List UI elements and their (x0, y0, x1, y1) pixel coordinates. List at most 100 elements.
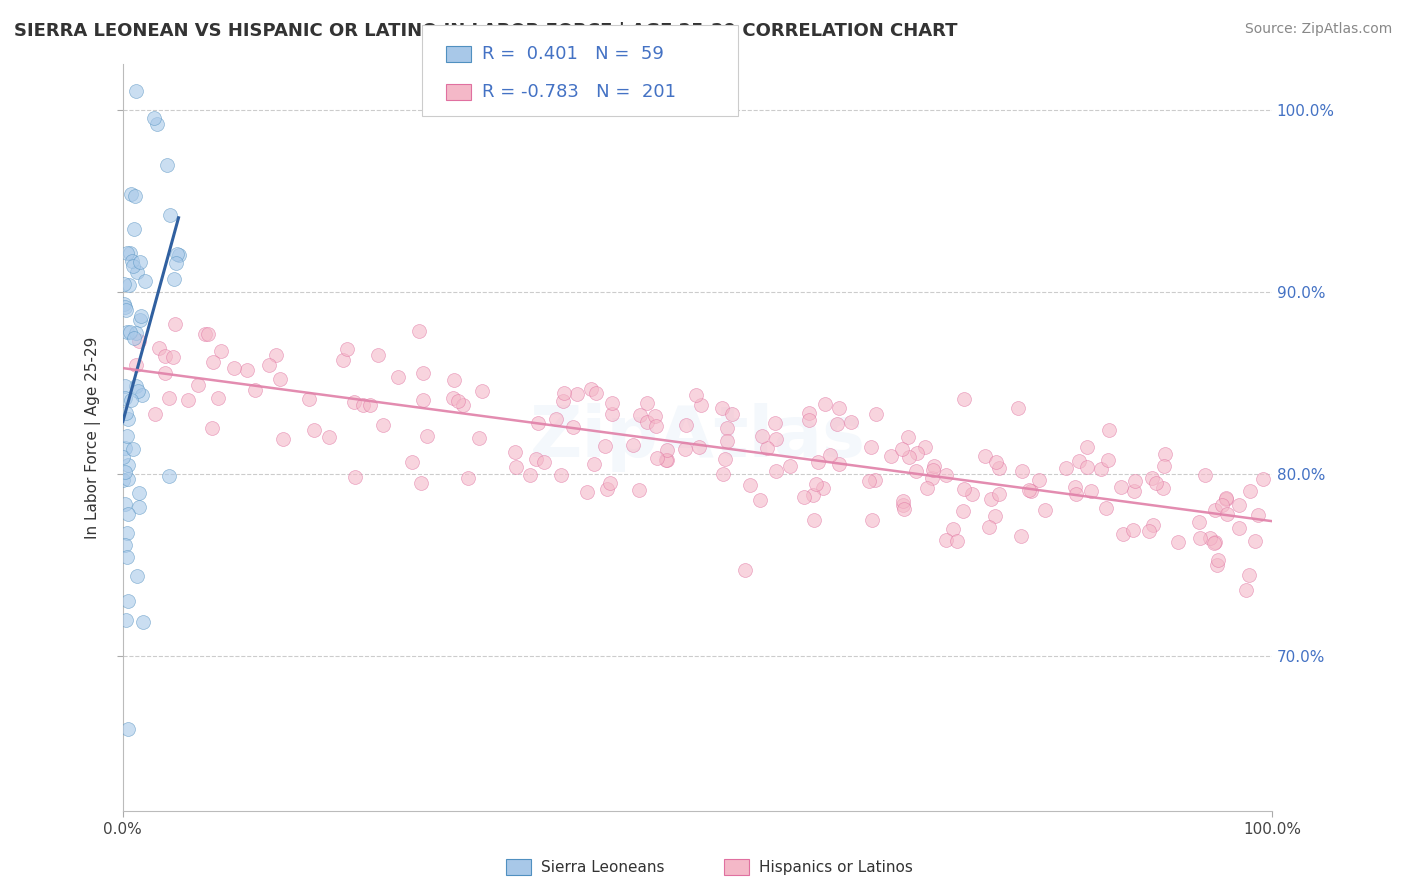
Point (207, 391, 229, 405)
Point (114, 391, 136, 405)
Point (153, 349, 176, 363)
Point (897, 430, 920, 444)
Point (1019, 484, 1042, 499)
Point (343, 470, 366, 484)
Point (905, 446, 928, 460)
Point (177, 393, 200, 408)
Point (352, 398, 374, 412)
Point (163, 272, 186, 286)
Point (162, 350, 184, 364)
Point (749, 492, 772, 507)
Point (122, 331, 145, 345)
Point (827, 417, 849, 432)
Point (801, 488, 824, 502)
Point (734, 563, 756, 577)
Point (922, 463, 945, 477)
Point (117, 723, 139, 737)
Point (526, 452, 548, 467)
Point (1122, 483, 1144, 498)
Point (550, 468, 572, 483)
Point (128, 334, 150, 348)
Point (621, 438, 644, 452)
Point (1098, 423, 1121, 437)
Point (115, 406, 138, 420)
Point (117, 411, 139, 425)
Point (1033, 503, 1056, 517)
Point (416, 429, 439, 443)
Point (797, 413, 820, 427)
Point (977, 520, 1000, 534)
Point (118, 277, 141, 292)
Point (526, 417, 548, 431)
Point (1205, 558, 1227, 573)
Point (891, 498, 914, 512)
Point (120, 325, 142, 339)
Point (897, 450, 920, 464)
Point (114, 302, 136, 317)
Point (128, 500, 150, 515)
Point (779, 458, 801, 473)
Point (980, 491, 1002, 506)
Point (114, 613, 136, 627)
Point (599, 475, 621, 490)
Point (115, 549, 138, 564)
Point (839, 415, 862, 429)
Point (984, 508, 1007, 523)
Point (187, 378, 209, 392)
Point (1054, 461, 1077, 475)
Point (645, 450, 668, 465)
Point (197, 327, 219, 342)
Point (806, 476, 828, 491)
Point (533, 455, 555, 469)
Point (125, 265, 148, 279)
Point (125, 359, 148, 373)
Point (1112, 526, 1135, 541)
Point (953, 392, 976, 406)
Point (575, 485, 598, 500)
Point (146, 117, 169, 131)
Point (1189, 531, 1212, 545)
Point (765, 464, 787, 478)
Point (1194, 467, 1216, 482)
Point (716, 434, 738, 448)
Point (644, 409, 666, 423)
Point (259, 358, 281, 372)
Point (673, 442, 696, 456)
Point (1095, 500, 1118, 515)
Point (125, 326, 148, 340)
Point (756, 441, 779, 455)
Point (117, 458, 139, 472)
Point (128, 255, 150, 269)
Point (165, 317, 187, 331)
Point (1237, 568, 1260, 582)
Point (451, 398, 474, 412)
Point (688, 441, 710, 455)
Text: R =  0.401   N =  59: R = 0.401 N = 59 (482, 45, 664, 63)
Point (935, 533, 957, 547)
Point (941, 522, 963, 536)
Point (585, 385, 607, 400)
Point (803, 512, 825, 526)
Point (1142, 518, 1164, 533)
Point (546, 411, 568, 425)
Point (1080, 484, 1102, 499)
Point (636, 396, 658, 410)
Point (740, 478, 762, 492)
Point (1111, 480, 1133, 494)
Point (596, 482, 619, 496)
Point (644, 418, 666, 433)
Point (891, 494, 914, 508)
Point (165, 256, 187, 270)
Point (711, 467, 734, 481)
Point (1206, 552, 1229, 566)
Point (628, 409, 651, 423)
Point (112, 473, 135, 487)
Point (114, 465, 136, 479)
Point (200, 421, 222, 435)
Point (224, 360, 246, 375)
Point (117, 472, 139, 486)
Point (124, 189, 146, 203)
Point (120, 392, 142, 407)
Point (115, 526, 138, 541)
Point (962, 487, 984, 501)
